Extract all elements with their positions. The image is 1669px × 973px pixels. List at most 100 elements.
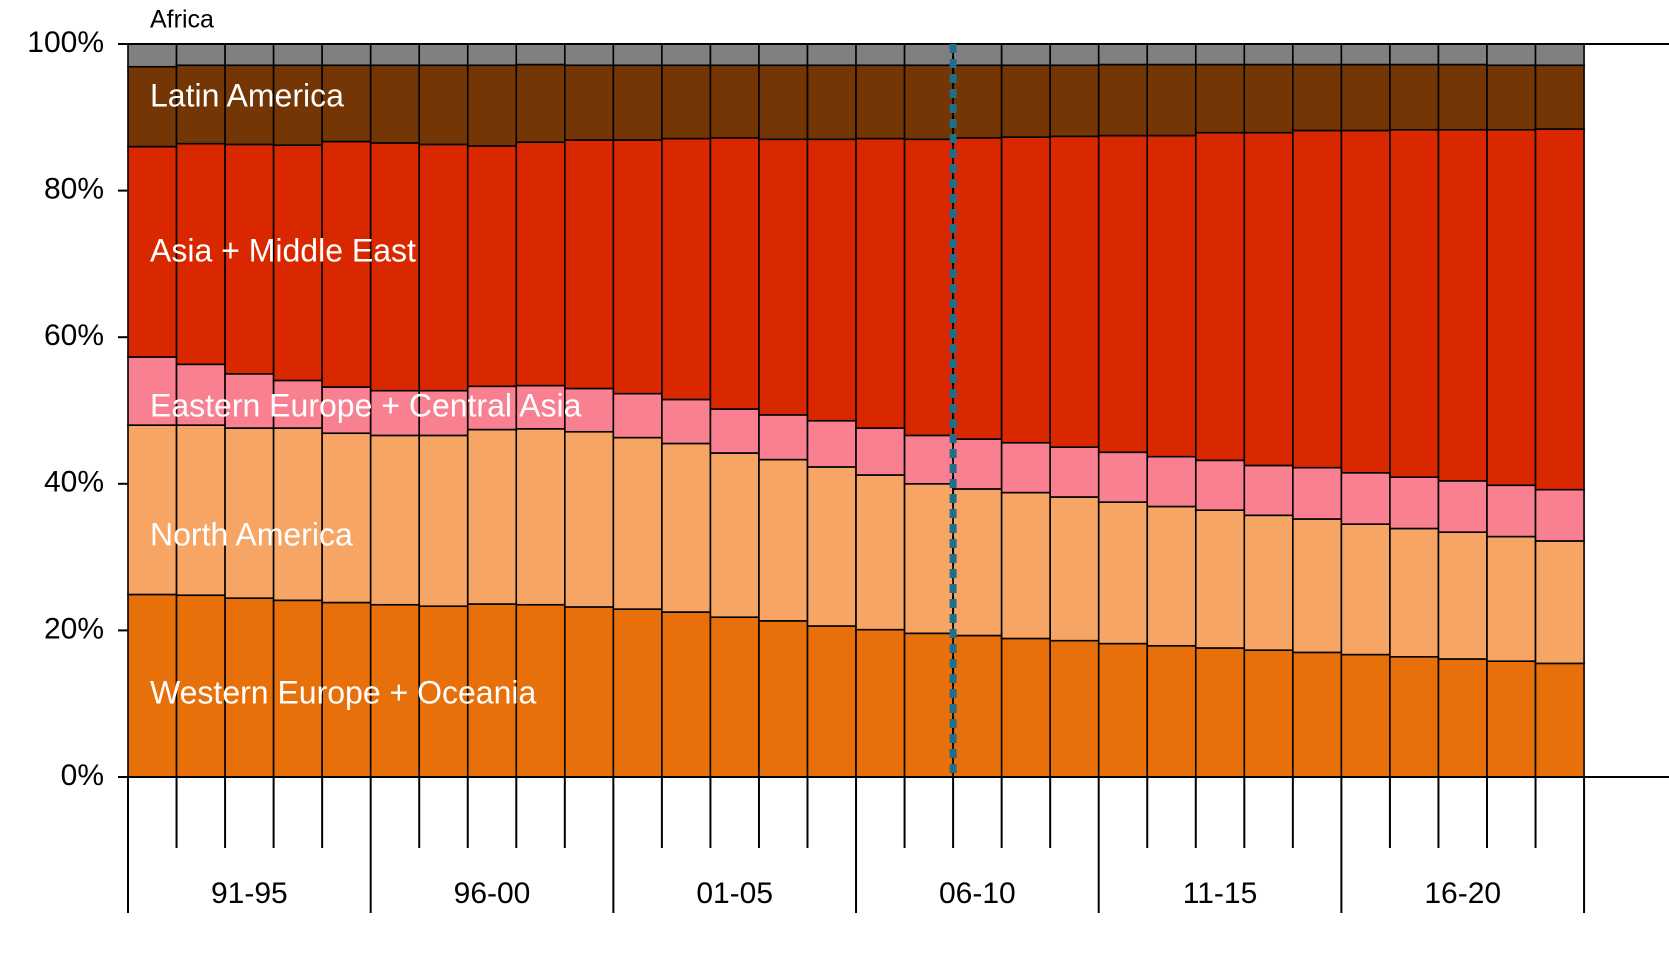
bar-segment-africa [1049,43,1100,67]
bar-segment-asia-middle-east [1437,128,1488,482]
bar-segment-asia-middle-east [855,137,906,429]
bar-segment-asia-middle-east [369,142,421,392]
bar-segment-western-europe-oceania [564,606,615,778]
region-label: Western Europe + Oceania [150,674,537,710]
bar-segment-asia-middle-east [1486,128,1537,487]
bar-segment-western-europe-oceania [758,620,809,778]
bar-segment-north-america [1194,509,1246,649]
bar-segment-africa [1486,43,1537,67]
bar-segment-north-america [1389,527,1440,658]
bar-segment-eastern-europe-central-asia [1389,476,1440,530]
x-period-label: 91-95 [211,877,288,910]
y-tick-label: 80% [44,173,104,206]
region-label: Latin America [150,77,344,113]
bar-segment-africa [272,43,323,67]
bar-segment-north-america [806,466,857,627]
bar-segment-north-america [175,424,226,597]
region-label: Africa [150,6,214,34]
bar-segment-eastern-europe-central-asia [1049,446,1100,498]
y-tick-label: 0% [61,759,104,792]
y-tick-label: 60% [44,319,104,352]
bar-segment-asia-middle-east [564,139,615,390]
bar-segment-western-europe-oceania [1243,649,1294,778]
bar-segment-africa [1146,43,1197,66]
bar-segment-latin-america [1049,64,1100,138]
bar-segment-north-america [903,482,954,635]
bar-segment-latin-america [1097,63,1149,137]
bar-segment-latin-america [1146,63,1197,137]
y-tick-label: 100% [27,26,104,59]
bar-segment-asia-middle-east [1243,131,1294,467]
bar-segment-latin-america [1534,64,1585,130]
bar-segment-africa [1194,43,1246,66]
bar-segment-north-america [1340,523,1391,656]
bar-segment-asia-middle-east [1534,128,1585,491]
bar-segment-latin-america [515,63,566,144]
bar-segment-eastern-europe-central-asia [369,389,421,437]
bar-segment-western-europe-oceania [806,625,857,778]
bar-segment-africa [418,43,469,67]
bar-segment-latin-america [1243,63,1294,134]
bar-segment-africa [1437,43,1488,66]
bar-segment-eastern-europe-central-asia [709,408,760,454]
bar-segment-north-america [1534,540,1585,665]
bar-segment-western-europe-oceania [1340,653,1391,778]
bar-segment-latin-america [127,65,178,148]
bar-segment-latin-america [1389,63,1440,131]
bar-segment-latin-america [1292,63,1343,132]
bar-segment-north-america [515,428,566,606]
bar-segment-asia-middle-east [903,138,954,437]
bar-segment-africa [661,43,712,67]
bar-segment-north-america [612,436,663,610]
bar-segment-eastern-europe-central-asia [758,414,809,461]
bar-segment-western-europe-oceania [515,603,566,778]
bar-segment-asia-middle-east [758,138,809,416]
bar-segment-north-america [1437,531,1488,660]
bar-segment-eastern-europe-central-asia [418,389,469,437]
bar-segment-western-europe-oceania [466,603,518,778]
axes: 0% 20% 40% 60% 80% 100% 91-95 96-00 01-05 06-10 11… [27,26,1669,913]
bar-segment-eastern-europe-central-asia [272,379,323,429]
bar-segment-western-europe-oceania [1292,651,1343,778]
bar-segment-africa [1097,43,1149,66]
bar-segment-africa [855,43,906,67]
bar-segment-eastern-europe-central-asia [1437,480,1488,533]
x-period-label: 16-20 [1424,877,1501,910]
bar-segment-western-europe-oceania [1097,642,1149,778]
region-labels: Western Europe + Oceania North America Eas… [150,6,582,711]
bar-segment-africa [369,43,421,67]
bar-segment-western-europe-oceania [1194,647,1246,778]
bar-segment-asia-middle-east [1049,135,1100,448]
bar-segment-latin-america [1000,64,1051,138]
bar-segment-asia-middle-east [1194,131,1246,462]
bar-segment-africa [1534,43,1585,67]
bar-segment-eastern-europe-central-asia [1146,455,1197,508]
bar-segment-north-america [224,427,275,599]
bar-segment-asia-middle-east [1340,129,1391,474]
x-period-label: 06-10 [939,877,1016,910]
bar-segment-western-europe-oceania [952,634,1003,778]
bar-segment-western-europe-oceania [1437,658,1488,778]
bar-segment-africa [1292,43,1343,66]
bar-segment-north-america [709,452,760,619]
bar-segment-asia-middle-east [612,139,663,395]
bar-segment-north-america [952,488,1003,637]
bar-segment-asia-middle-east [321,140,372,388]
y-tick-label: 20% [44,612,104,645]
bar-segment-north-america [661,442,712,613]
bar-segment-asia-middle-east [224,143,275,375]
bar-segment-western-europe-oceania [1389,655,1440,778]
bar-segment-asia-middle-east [661,137,712,401]
bar-segment-north-america [272,427,323,602]
bar-segment-western-europe-oceania [272,599,323,778]
bar-segment-asia-middle-east [1389,128,1440,478]
bar-segment-africa [806,43,857,67]
bar-segment-north-america [1486,535,1537,662]
bar-segment-africa [466,43,518,67]
bar-segment-latin-america [369,64,421,144]
bar-segment-africa [1340,43,1391,66]
region-label: Eastern Europe + Central Asia [150,387,582,423]
bar-segment-asia-middle-east [175,142,226,366]
bar-segment-asia-middle-east [1000,136,1051,444]
bar-segment-africa [709,43,760,67]
